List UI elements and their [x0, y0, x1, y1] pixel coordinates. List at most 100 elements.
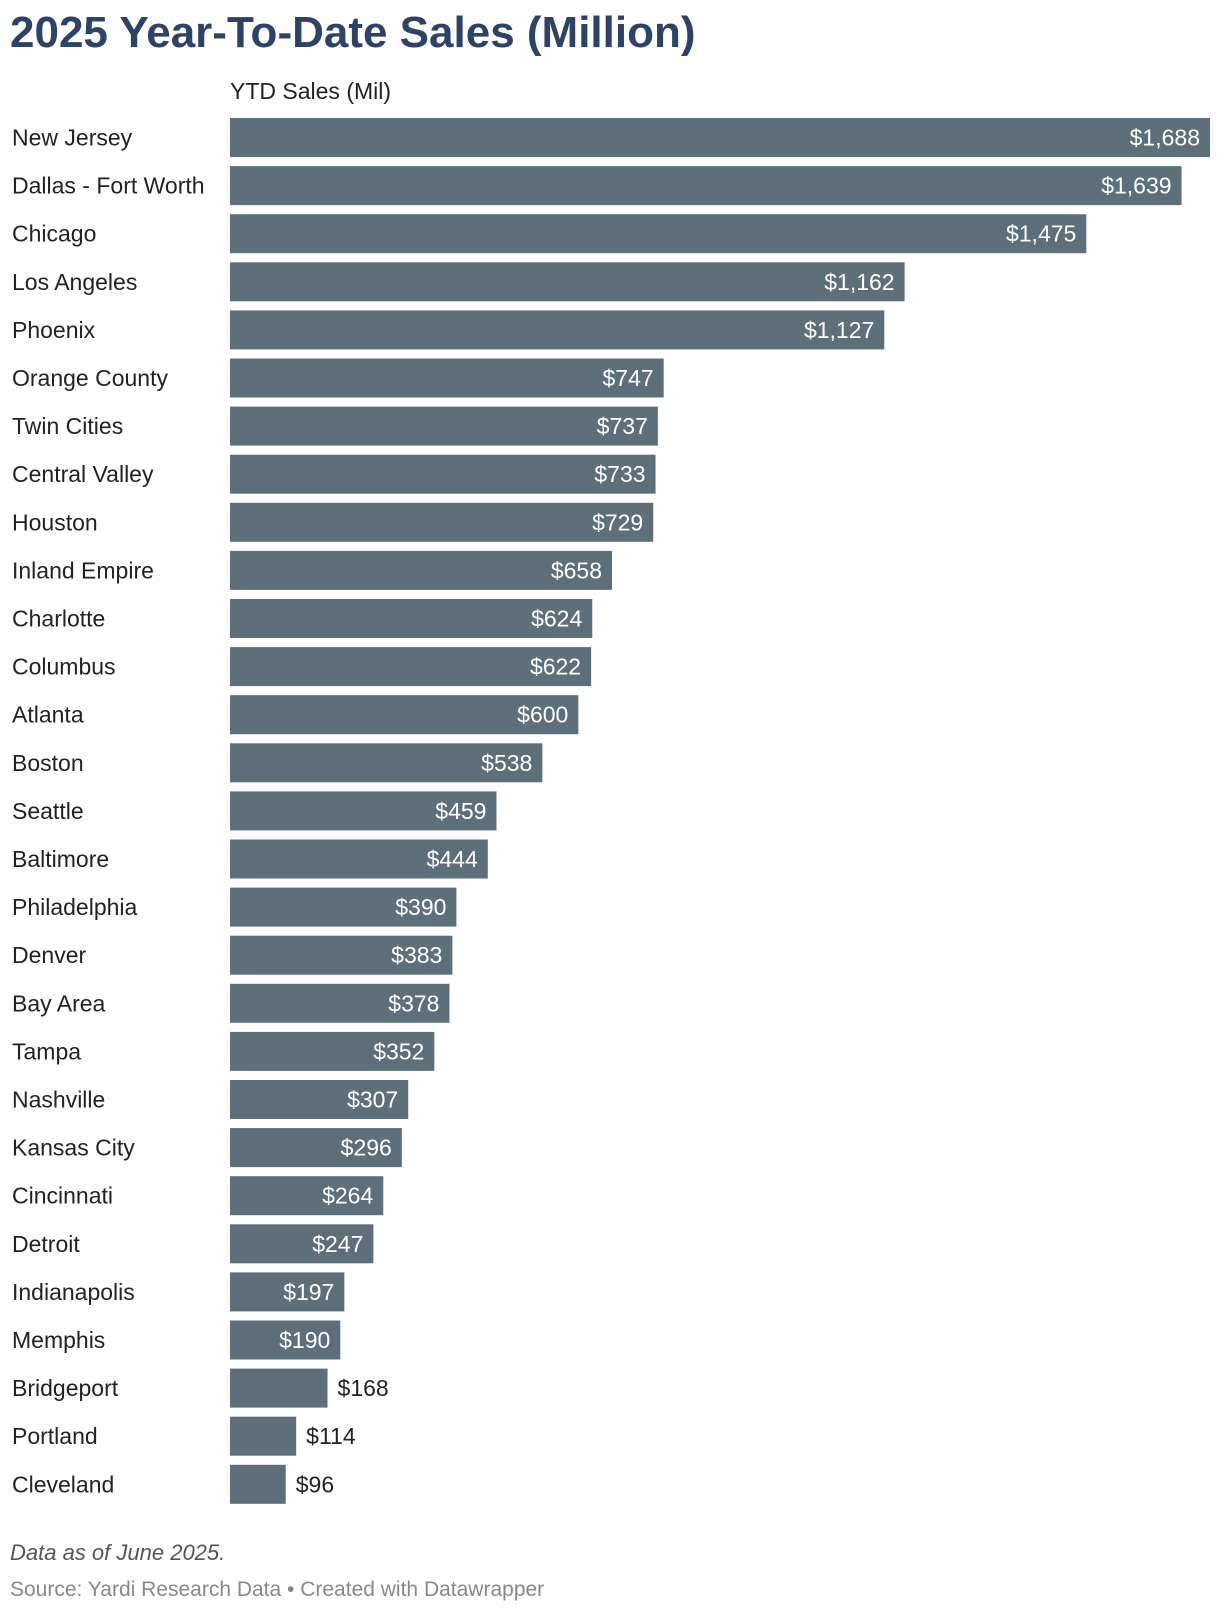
value-label: $733 — [594, 461, 645, 487]
value-label: $296 — [341, 1135, 392, 1161]
category-label: New Jersey — [12, 125, 133, 151]
bar-row: Central Valley $733 — [12, 454, 656, 494]
bar — [230, 743, 543, 783]
value-label: $197 — [283, 1279, 334, 1305]
bar-row: Chicago $1,475 — [12, 214, 1087, 254]
bar — [230, 166, 1182, 206]
bar — [230, 1416, 297, 1456]
bar — [230, 406, 658, 446]
bar-row: Dallas - Fort Worth $1,639 — [12, 166, 1182, 206]
value-label: $383 — [391, 942, 442, 968]
category-label: Charlotte — [12, 606, 105, 632]
bar — [230, 647, 592, 687]
bar — [230, 1272, 345, 1312]
bar — [230, 1031, 435, 1071]
category-label: Dallas - Fort Worth — [12, 173, 205, 199]
value-label: $1,162 — [824, 269, 894, 295]
bar-row: Nashville $307 — [12, 1080, 409, 1119]
bar-row: Kansas City $296 — [12, 1128, 402, 1168]
bar — [230, 550, 613, 590]
category-label: Philadelphia — [12, 894, 138, 920]
category-label: Los Angeles — [12, 269, 137, 295]
bar-row: Baltimore $444 — [12, 839, 488, 879]
value-label: $390 — [395, 894, 446, 920]
bar-row: Seattle $459 — [12, 791, 497, 831]
value-label: $600 — [517, 702, 568, 728]
category-label: Atlanta — [12, 702, 84, 728]
bar-row: Memphis $190 — [12, 1320, 341, 1360]
bar-row: Bay Area $378 — [12, 983, 450, 1023]
bar — [230, 118, 1210, 157]
bar — [230, 695, 579, 735]
source-line: Source: Yardi Research Data • Created wi… — [10, 1578, 545, 1601]
bar — [230, 1464, 286, 1504]
bar-row: Portland $114 — [12, 1416, 356, 1456]
value-label: $1,475 — [1006, 221, 1076, 247]
category-label: Twin Cities — [12, 413, 123, 439]
bar-row: Houston $729 — [12, 502, 654, 542]
category-label: Baltimore — [12, 846, 109, 872]
value-label: $658 — [551, 557, 602, 583]
category-label: Central Valley — [12, 461, 154, 487]
bar — [230, 983, 450, 1023]
bar — [230, 1080, 409, 1119]
value-label: $538 — [481, 750, 532, 776]
value-label: $1,688 — [1130, 125, 1200, 151]
value-label: $729 — [592, 509, 643, 535]
bar — [230, 358, 664, 398]
bar — [230, 599, 593, 638]
bar-row: Phoenix $1,127 — [12, 310, 885, 350]
value-label: $737 — [597, 413, 648, 439]
bar — [230, 262, 905, 302]
bar — [230, 454, 656, 494]
bar-row: Cleveland $96 — [12, 1464, 334, 1504]
category-label: Bridgeport — [12, 1375, 119, 1401]
category-label: Detroit — [12, 1231, 80, 1257]
category-label: Bay Area — [12, 990, 106, 1016]
category-label: Houston — [12, 509, 98, 535]
category-label: Inland Empire — [12, 557, 154, 583]
value-label: $264 — [322, 1183, 373, 1209]
bar — [230, 839, 488, 879]
value-label: $307 — [347, 1087, 398, 1113]
value-label: $624 — [531, 606, 582, 632]
data-note: Data as of June 2025. — [10, 1540, 226, 1565]
value-label: $247 — [312, 1231, 363, 1257]
category-label: Cincinnati — [12, 1183, 113, 1209]
category-label: Columbus — [12, 654, 116, 680]
category-label: Portland — [12, 1423, 98, 1449]
value-label: $378 — [388, 990, 439, 1016]
bar-row: Cincinnati $264 — [12, 1176, 384, 1216]
bar-row: Bridgeport $168 — [12, 1368, 389, 1408]
category-label: Nashville — [12, 1087, 105, 1113]
column-header: YTD Sales (Mil) — [230, 78, 392, 104]
bar — [230, 791, 497, 831]
bar — [230, 1320, 341, 1360]
bar — [230, 502, 654, 542]
chart-title: 2025 Year-To-Date Sales (Million) — [10, 8, 696, 57]
bar-row: Atlanta $600 — [12, 695, 579, 735]
bar-row: Indianapolis $197 — [12, 1272, 345, 1312]
value-label: $747 — [603, 365, 654, 391]
bar-row: Charlotte $624 — [12, 599, 593, 638]
bar — [230, 887, 457, 927]
value-label: $352 — [373, 1038, 424, 1064]
value-label: $168 — [338, 1375, 389, 1401]
value-label: $190 — [279, 1327, 330, 1353]
value-label: $114 — [306, 1423, 356, 1449]
bar-row: Detroit $247 — [12, 1224, 374, 1264]
bar — [230, 935, 453, 975]
bar-row: Orange County $747 — [12, 358, 664, 398]
category-label: Orange County — [12, 365, 168, 391]
bar — [230, 214, 1087, 254]
bar — [230, 310, 885, 350]
bar-row: Twin Cities $737 — [12, 406, 658, 446]
category-label: Denver — [12, 942, 86, 968]
bar-row: Columbus $622 — [12, 647, 592, 687]
value-label: $1,639 — [1101, 173, 1171, 199]
bar — [230, 1368, 328, 1408]
category-label: Kansas City — [12, 1135, 135, 1161]
category-label: Cleveland — [12, 1471, 114, 1497]
category-label: Indianapolis — [12, 1279, 135, 1305]
value-label: $459 — [435, 798, 486, 824]
